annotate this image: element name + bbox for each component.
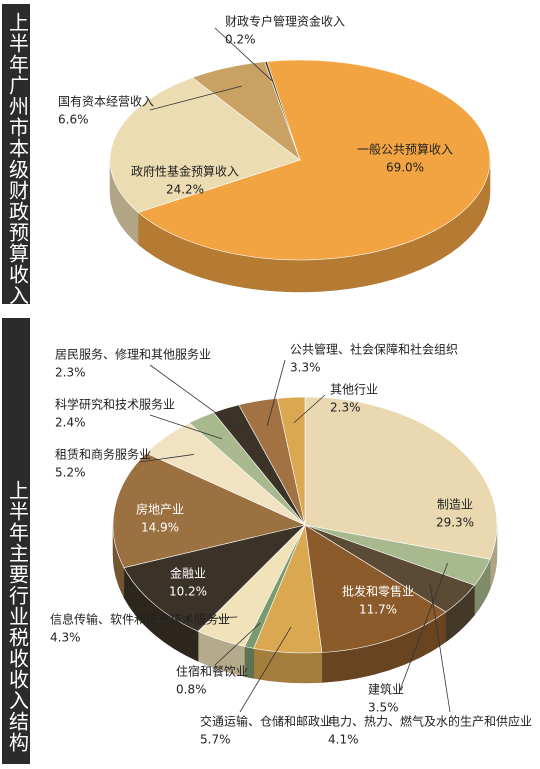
slice-label: 居民服务、修理和其他服务业 — [55, 347, 211, 362]
value-label: 2.3% — [55, 366, 86, 380]
value-label: 24.2% — [166, 183, 204, 197]
value-label: 14.9% — [141, 521, 179, 535]
value-label: 2.3% — [330, 401, 361, 415]
slice — [112, 452, 306, 568]
value-label: 2.4% — [55, 416, 86, 430]
slice-label: 住宿和餐饮业 — [176, 664, 248, 679]
slice-label: 科学研究和技术服务业 — [55, 397, 175, 412]
value-label: 3.5% — [368, 701, 399, 715]
value-label: 6.6% — [58, 113, 89, 127]
slice-label: 其他行业 — [330, 383, 378, 397]
slice-label: 财政专户管理资金收入 — [225, 14, 345, 29]
slice — [264, 61, 301, 161]
slice — [123, 524, 306, 632]
slice — [276, 396, 306, 526]
value-label: 5.7% — [200, 733, 231, 747]
leader-line — [149, 85, 242, 111]
value-label: 5.2% — [55, 466, 86, 480]
title-bar — [2, 318, 30, 764]
slice-label: 房地产业 — [136, 502, 184, 517]
slice-label: 一般公共预算收入 — [357, 142, 453, 157]
side-title: 上半年主要行业税收收入结构 — [6, 480, 30, 753]
slice-label: 制造业 — [437, 498, 473, 512]
slice-side — [253, 648, 323, 684]
value-label: 69.0% — [386, 161, 424, 175]
value-label: 0.8% — [176, 683, 207, 697]
leader-line — [214, 622, 261, 666]
slice — [109, 77, 301, 213]
value-label: 4.3% — [50, 631, 81, 645]
slice — [137, 59, 491, 261]
value-label: 11.7% — [359, 603, 397, 617]
slice — [304, 524, 447, 653]
leader-line — [429, 584, 451, 713]
slice-label: 金融业 — [170, 566, 206, 581]
value-label: 10.2% — [169, 585, 207, 599]
leader-line — [266, 359, 286, 426]
slice-label: 批发和零售业 — [342, 584, 414, 599]
slice-label: 公共管理、社会保障和社会组织 — [290, 342, 458, 357]
value-label: 0.2% — [225, 33, 256, 47]
leader-line — [139, 454, 194, 463]
value-label: 4.1% — [328, 733, 359, 747]
leader-line — [399, 562, 449, 691]
leader-line — [293, 394, 326, 424]
value-label: 3.3% — [290, 361, 321, 375]
slice-label: 租赁和商务服务业 — [55, 447, 151, 462]
slice-label: 信息传输、软件和信息技术服务业 — [50, 612, 230, 627]
title-bar — [2, 4, 30, 304]
leader-line — [149, 414, 223, 440]
leader-line — [239, 626, 292, 713]
slice-label: 建筑业 — [368, 682, 404, 697]
leader-line — [149, 364, 243, 432]
slice-label: 国有资本经营收入 — [58, 95, 154, 109]
side-title: 上半年广州市本级财政预算收入 — [6, 12, 30, 306]
value-label: 29.3% — [436, 516, 474, 530]
leader-line — [149, 616, 238, 623]
slice-label: 电力、热力、燃气及水的生产和供应业 — [328, 714, 532, 729]
leader-line — [214, 27, 273, 82]
slice — [304, 396, 498, 560]
slice-label: 政府性基金预算收入 — [131, 164, 239, 179]
slice-label: 交通运输、仓储和邮政业 — [200, 714, 332, 729]
